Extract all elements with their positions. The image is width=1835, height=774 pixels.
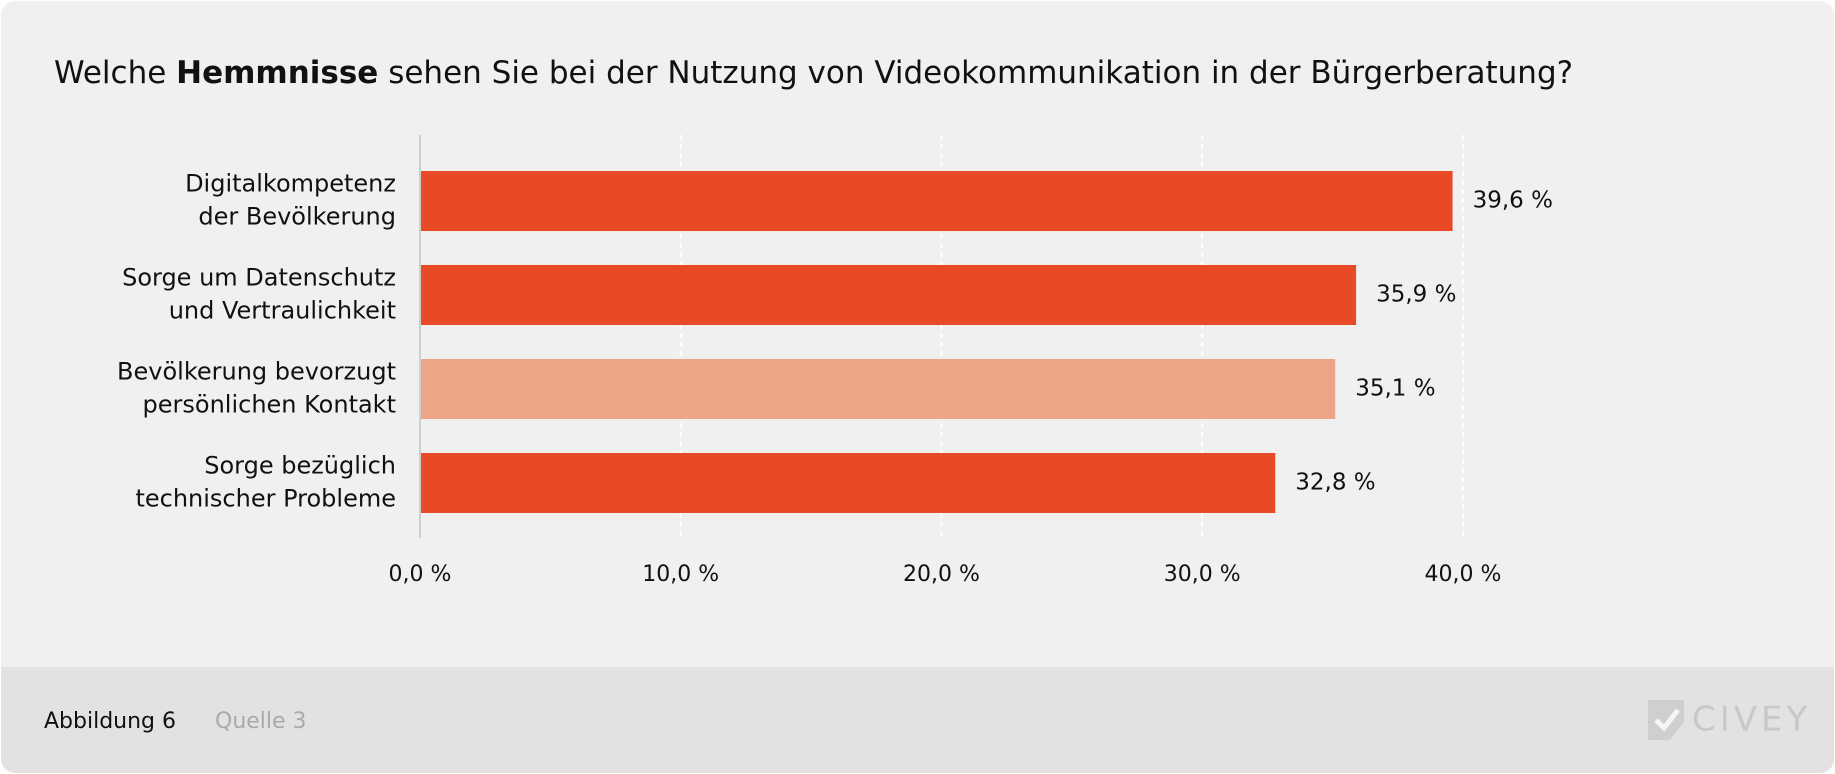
title-part: Welche (54, 55, 176, 91)
label-line: Sorge um Datenschutz (122, 264, 396, 292)
chart-title: Welche Hemmnisse sehen Sie bei der Nutzu… (54, 55, 1573, 91)
x-tick-label: 40,0 % (1425, 562, 1502, 587)
x-tick-label: 20,0 % (903, 562, 980, 587)
logo-text: CIVEY (1692, 700, 1811, 740)
label-line: Sorge bezüglich (204, 452, 396, 480)
value-label: 35,1 % (1355, 376, 1435, 402)
bar (420, 359, 1336, 419)
footer-band (1, 667, 1834, 773)
title-part: Hemmnisse (176, 55, 378, 91)
label-line: technischer Probleme (135, 485, 396, 513)
logo-check (1654, 708, 1680, 732)
bar (420, 171, 1453, 231)
value-label: 35,9 % (1376, 282, 1456, 308)
value-label: 32,8 % (1295, 470, 1375, 496)
y-tick-label: Sorge bezüglich technischer Probleme (135, 452, 396, 513)
label-line: Bevölkerung bevorzugt (117, 358, 396, 386)
y-tick-label: Digitalkompetenz der Bevölkerung (185, 170, 396, 231)
bar (420, 265, 1357, 325)
figure-label: Abbildung 6 (44, 709, 176, 734)
x-tick-label: 10,0 % (642, 562, 719, 587)
label-line: und Vertraulichkeit (169, 297, 396, 325)
source-label: Quelle 3 (215, 709, 307, 734)
label-line: Digitalkompetenz (185, 170, 396, 198)
logo: CIVEY (1648, 700, 1811, 740)
x-tick-label: 30,0 % (1164, 562, 1241, 587)
label-line: der Bevölkerung (198, 203, 396, 231)
y-tick-label: Sorge um Datenschutz und Vertraulichkeit (122, 264, 396, 325)
label-line: persönlichen Kontakt (143, 391, 396, 419)
y-tick-label: Bevölkerung bevorzugt persönlichen Kontak… (117, 358, 396, 419)
value-label: 39,6 % (1473, 188, 1553, 214)
x-tick-label: 0,0 % (389, 562, 452, 587)
bar (420, 453, 1276, 513)
title-part: sehen Sie bei der Nutzung von Videokommu… (378, 55, 1573, 91)
